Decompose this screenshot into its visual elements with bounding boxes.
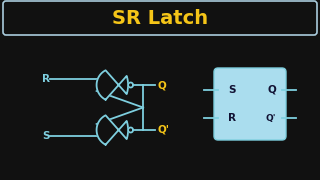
Polygon shape bbox=[97, 70, 128, 100]
FancyBboxPatch shape bbox=[214, 68, 286, 140]
Text: Q: Q bbox=[157, 80, 166, 90]
Text: S: S bbox=[228, 85, 236, 95]
FancyBboxPatch shape bbox=[3, 1, 317, 35]
Text: S: S bbox=[42, 131, 50, 141]
Text: R: R bbox=[42, 74, 50, 84]
Text: Q': Q' bbox=[266, 114, 276, 123]
Text: R: R bbox=[228, 113, 236, 123]
Polygon shape bbox=[97, 115, 128, 145]
Text: SR Latch: SR Latch bbox=[112, 10, 208, 28]
Text: Q': Q' bbox=[157, 125, 169, 135]
Polygon shape bbox=[128, 127, 133, 132]
Text: Q: Q bbox=[268, 85, 277, 95]
Polygon shape bbox=[128, 82, 133, 87]
